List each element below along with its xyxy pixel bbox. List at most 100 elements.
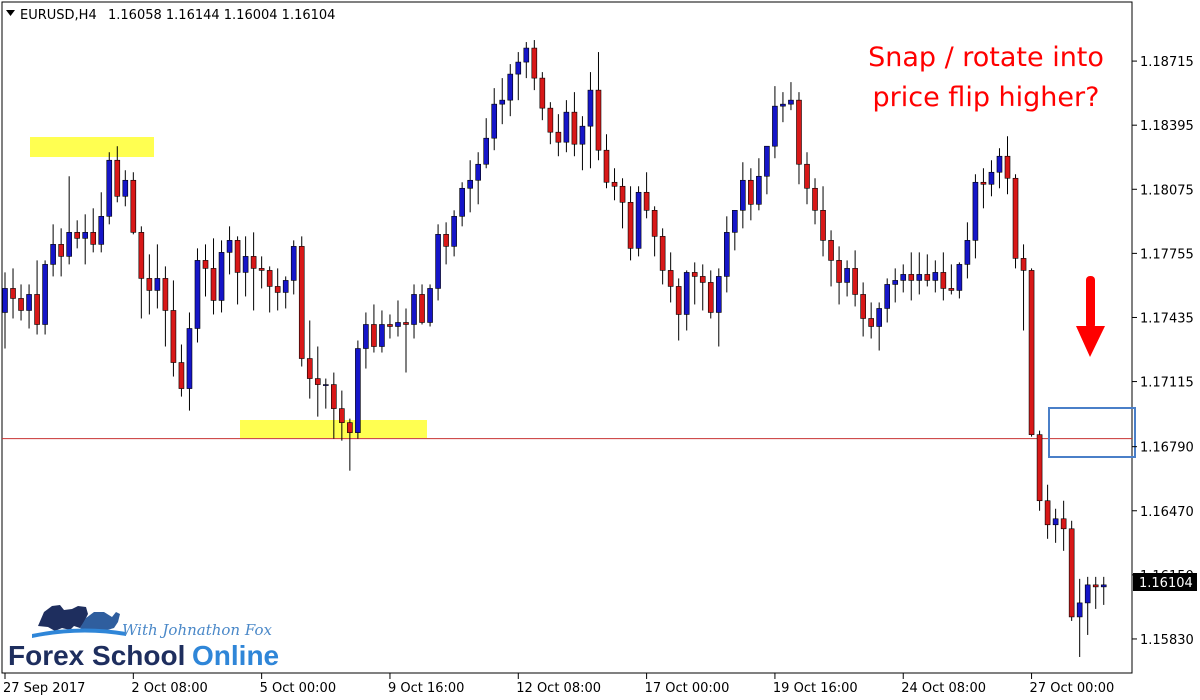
candle-bear	[1020, 258, 1027, 271]
candle-bull	[772, 105, 778, 147]
brand-logo: With Johnathon Fox Forex School Online	[8, 605, 279, 671]
candle-bull	[507, 73, 514, 101]
x-tick-label: 12 Oct 08:00	[516, 681, 601, 696]
candle-bull	[154, 278, 161, 291]
current-price-marker: 1.16104	[1133, 573, 1197, 591]
candle-bear	[274, 286, 281, 293]
candle-bull	[50, 244, 56, 265]
candle-bull	[740, 179, 746, 211]
x-tick-label: 2 Oct 08:00	[131, 681, 207, 696]
candle-bull	[459, 187, 465, 217]
candle-bear	[707, 282, 714, 313]
candle-bull	[988, 171, 995, 185]
candle-bull	[491, 103, 498, 139]
candle-bear	[18, 298, 24, 311]
candle-bull	[964, 240, 971, 265]
candle-bear	[611, 181, 618, 187]
candle-bull	[579, 125, 586, 145]
candle-bull	[395, 322, 401, 327]
candle-bull	[876, 308, 882, 327]
candle-bear	[603, 149, 610, 183]
candle-bear	[331, 384, 337, 409]
candle-bear	[980, 181, 987, 185]
candle-bear	[796, 99, 802, 165]
candle-bull	[106, 159, 113, 217]
price-axis: 1.18715 1.18395 1.18075 1.17755 1.17435 1.171…	[1132, 55, 1194, 648]
candle-bear	[130, 179, 137, 233]
candle-bear	[804, 163, 810, 189]
candle-bear	[146, 278, 153, 291]
candle-bull	[82, 232, 88, 239]
candle-bull	[194, 260, 201, 329]
candle-bull	[780, 103, 786, 107]
candle-bear	[178, 362, 185, 389]
x-tick-label: 27 Oct 00:00	[1030, 681, 1115, 696]
x-tick-label: 5 Oct 00:00	[260, 681, 336, 696]
candle-bear	[643, 191, 650, 211]
y-tick-label: 1.16470	[1140, 505, 1194, 520]
candle-bull	[932, 272, 939, 281]
candle-bear	[234, 240, 241, 273]
y-tick-label: 1.18075	[1140, 183, 1194, 198]
candle-bull	[788, 99, 794, 105]
candle-bear	[419, 294, 425, 323]
candle-bear	[539, 77, 546, 109]
candle-bear	[908, 274, 915, 281]
brand-tagline: With Johnathon Fox	[122, 621, 272, 639]
candle-bull	[972, 181, 979, 241]
ohlc-label: 1.16058 1.16144 1.16004 1.16104	[108, 8, 335, 23]
candle-bear	[619, 185, 626, 203]
x-tick-label: 17 Oct 00:00	[645, 681, 730, 696]
candle-bull	[956, 264, 963, 291]
candle-bear	[314, 378, 321, 385]
y-tick-label: 1.18715	[1140, 55, 1194, 70]
candle-bear	[58, 244, 64, 257]
y-tick-label: 1.15830	[1140, 633, 1194, 648]
candle-bull	[764, 145, 770, 177]
candle-bear	[258, 268, 265, 271]
candle-bear	[138, 232, 145, 279]
current-price-label: 1.16104	[1139, 576, 1193, 591]
y-tick-label: 1.17115	[1140, 376, 1194, 391]
candle-bear	[820, 210, 826, 241]
candle-bull	[218, 252, 225, 301]
candle-bull	[290, 246, 297, 281]
candle-bear	[1036, 434, 1043, 502]
candle-bull	[122, 179, 129, 197]
candle-bear	[114, 159, 121, 197]
candle-bull	[996, 155, 1003, 173]
y-tick-label: 1.17755	[1140, 247, 1194, 262]
candle-bull	[515, 61, 522, 75]
candle-bull	[322, 384, 329, 386]
candle-bear	[34, 294, 40, 325]
candle-bull	[435, 234, 441, 289]
candle-bull	[900, 274, 907, 281]
candle-bear	[667, 270, 674, 287]
candle-bull	[2, 288, 8, 313]
candle-bear	[940, 272, 947, 289]
candle-bear	[531, 47, 538, 79]
candle-bear	[210, 268, 217, 301]
candle-bear	[868, 318, 874, 327]
candle-bear	[836, 260, 842, 283]
x-tick-label: 19 Oct 16:00	[773, 681, 858, 696]
brand-name-part1: Forex School	[8, 640, 185, 671]
candle-bull	[242, 256, 249, 273]
candle-bear	[860, 294, 866, 319]
candle-bear	[443, 234, 449, 247]
candle-bull	[1052, 518, 1059, 526]
candle-bear	[627, 201, 634, 249]
candle-bull	[483, 137, 490, 165]
candle-bull	[363, 324, 369, 349]
candle-bear	[266, 270, 273, 287]
candle-bull	[756, 175, 762, 205]
dropdown-triangle-icon[interactable]	[6, 10, 15, 16]
candle-bull	[523, 47, 530, 63]
candle-bear	[699, 276, 706, 283]
candle-bull	[683, 272, 690, 315]
x-tick-label: 27 Sep 2017	[3, 681, 85, 696]
candle-bear	[659, 236, 666, 271]
bull-bear-icon	[32, 605, 126, 638]
candle-bear	[403, 322, 409, 325]
